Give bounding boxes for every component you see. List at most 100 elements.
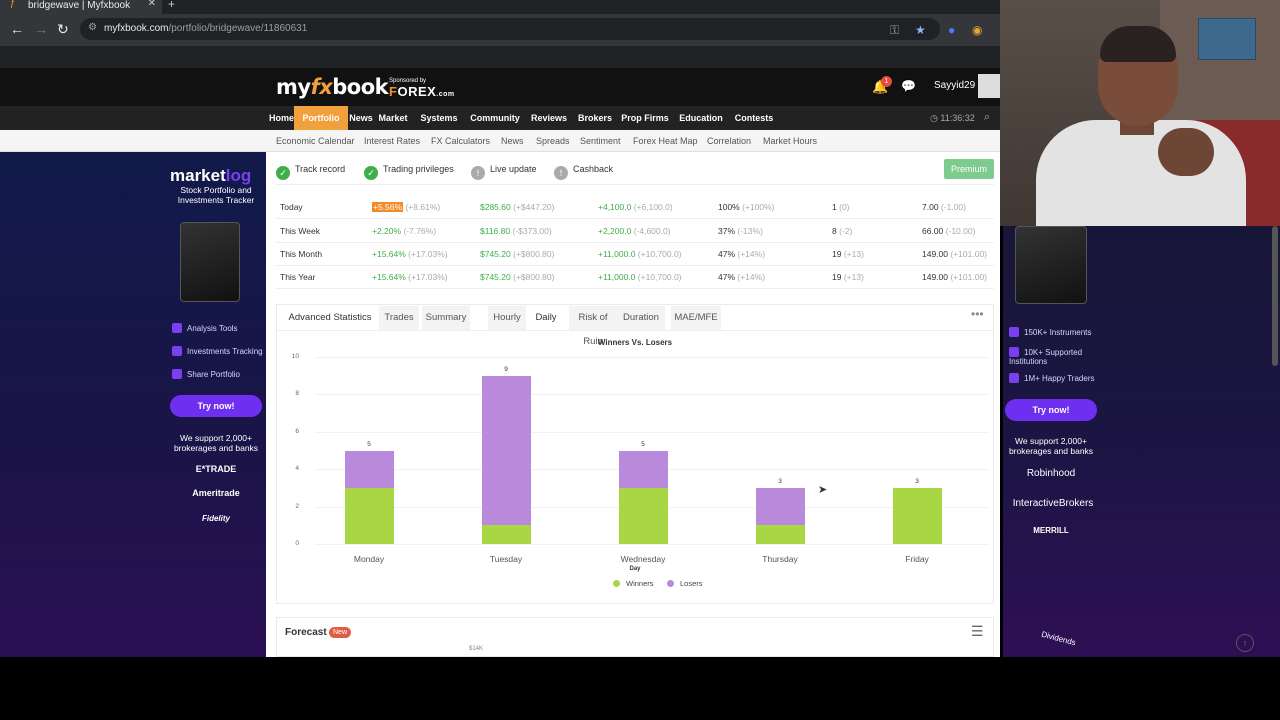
sponsor-logo[interactable]: Sponsored by FOREX.com xyxy=(389,78,455,99)
tab-hourly[interactable]: Hourly xyxy=(488,306,526,330)
bar-winners-monday[interactable] xyxy=(344,487,394,544)
scrollbar[interactable] xyxy=(1272,226,1278,366)
nav-item-market[interactable]: Market xyxy=(378,113,408,123)
legend-winners[interactable]: Winners xyxy=(613,579,654,588)
subnav-item-correlation[interactable]: Correlation xyxy=(707,136,752,146)
bar-losers-monday[interactable] xyxy=(344,450,394,488)
nav-item-education[interactable]: Education xyxy=(679,113,723,123)
premium-button[interactable]: Premium xyxy=(944,159,994,179)
bar-winners-wednesday[interactable] xyxy=(618,487,668,544)
bar-losers-thursday[interactable] xyxy=(755,487,805,526)
main-nav: Home Portfolio News Market Systems Community R… xyxy=(0,106,1000,130)
table-cell: +15.64% (+17.03%) xyxy=(372,272,448,282)
nav-item-prop-firms[interactable]: Prop Firms xyxy=(621,113,669,123)
y-tick-label: 10 xyxy=(291,353,299,360)
bar-losers-tuesday[interactable] xyxy=(481,375,531,526)
subnav-item-forex-heat-map[interactable]: Forex Heat Map xyxy=(633,136,698,146)
forecast-axis-label: $14K xyxy=(469,646,484,652)
y-tick-label: 8 xyxy=(295,390,299,398)
mouse-cursor-icon: ➤ xyxy=(818,484,828,496)
scroll-up-icon[interactable]: ↑ xyxy=(1236,634,1254,652)
bar-losers-wednesday[interactable] xyxy=(618,450,668,488)
table-cell: 149.00 (+101.00) xyxy=(922,249,987,259)
tab-title: bridgewave | Myfxbook xyxy=(28,0,131,11)
browser-tab[interactable]: ƒ bridgewave | Myfxbook ✕ xyxy=(0,0,162,14)
phone-mockup-image xyxy=(180,222,240,302)
table-cell: $745.20 (+$800.80) xyxy=(480,272,555,282)
address-bar[interactable]: ⚙ myfxbook.com/portfolio/bridgewave/1186… xyxy=(80,18,940,40)
subnav-item-economic-calendar[interactable]: Economic Calendar xyxy=(276,136,355,146)
marketlog-ad-right[interactable]: 150K+ Instruments 10K+ Supported Institu… xyxy=(1003,226,1280,657)
url-host: myfxbook.com xyxy=(104,23,169,34)
username[interactable]: Sayyid29 xyxy=(934,80,976,91)
data-label: 3 xyxy=(778,477,782,485)
more-options-icon[interactable]: ••• xyxy=(971,307,984,321)
share-icon xyxy=(172,369,182,379)
nav-item-contests[interactable]: Contests xyxy=(734,113,774,123)
bar-winners-thursday[interactable] xyxy=(755,525,805,544)
settings-sliders-icon[interactable]: ☰ xyxy=(971,623,984,639)
legend-losers[interactable]: Losers xyxy=(667,579,703,588)
nav-item-systems[interactable]: Systems xyxy=(420,113,458,123)
site-info-icon[interactable]: ⚙ xyxy=(88,22,97,33)
tab-risk-of-ruin[interactable]: Risk of Ruin xyxy=(569,306,617,347)
grid-line xyxy=(315,394,989,396)
x-tick-label: Thursday xyxy=(762,554,798,564)
chrome-icon[interactable]: ◉ xyxy=(972,23,983,37)
ad-feature: Share Portfolio xyxy=(172,369,240,379)
tab-mae-mfe[interactable]: MAE/MFE xyxy=(671,306,721,330)
table-cell: +4,100.0 (+6,100.0) xyxy=(598,202,673,212)
y-tick-label: 0 xyxy=(295,540,299,547)
browser-toolbar: ← → ↻ ⚙ myfxbook.com/portfolio/bridgewav… xyxy=(0,14,1000,46)
marketlog-ad[interactable]: marketlog Stock Portfolio and Investment… xyxy=(0,152,266,657)
bar-winners-tuesday[interactable] xyxy=(481,525,531,544)
trading-privileges-status: ✓ Trading privileges xyxy=(364,161,454,180)
interactive-brokers-logo: InteractiveBrokers xyxy=(1012,498,1094,509)
cashback-status[interactable]: ! Cashback xyxy=(554,161,613,180)
extension-icon[interactable]: ● xyxy=(948,23,956,37)
webcam-overlay xyxy=(1000,0,1280,226)
myfxbook-logo[interactable]: myfxbook xyxy=(276,75,389,99)
nav-item-brokers[interactable]: Brokers xyxy=(577,113,613,123)
grid-line xyxy=(315,357,989,358)
period-stats-table: Today +5.56% (+8.61%) $285.60 (+$447.20) +4… xyxy=(276,184,994,290)
password-key-icon[interactable]: ⚿ xyxy=(890,23,900,37)
new-tab-icon[interactable]: + xyxy=(168,0,176,11)
bookmark-star-icon[interactable]: ★ xyxy=(915,23,926,37)
bar-winners-friday[interactable] xyxy=(892,487,942,544)
avatar[interactable] xyxy=(978,74,1000,98)
table-cell: +15.64% (+17.03%) xyxy=(372,249,448,259)
search-icon[interactable]: ⌕ xyxy=(984,111,991,123)
tab-summary[interactable]: Summary xyxy=(422,306,470,330)
ad-support-text: We support 2,000+ brokerages and banks xyxy=(173,433,259,453)
subnav-item-spreads[interactable]: Spreads xyxy=(536,136,570,146)
track-record-status: ✓ Track record xyxy=(276,161,345,180)
close-tab-icon[interactable]: ✕ xyxy=(147,0,156,9)
tab-duration[interactable]: Duration xyxy=(617,306,665,330)
nav-item-reviews[interactable]: Reviews xyxy=(530,113,568,123)
try-now-button[interactable]: Try now! xyxy=(170,395,262,417)
nav-item-home[interactable]: Home xyxy=(269,113,295,123)
table-cell: 100% (+100%) xyxy=(718,202,775,212)
nav-item-portfolio[interactable]: Portfolio xyxy=(294,106,348,130)
tab-trades[interactable]: Trades xyxy=(379,306,419,330)
fidelity-logo: Fidelity xyxy=(201,514,230,523)
ad-feature: 150K+ Instruments xyxy=(1009,327,1091,337)
table-cell: 19 (+13) xyxy=(832,272,864,282)
subnav-item-interest-rates[interactable]: Interest Rates xyxy=(364,136,421,146)
forward-icon[interactable]: → xyxy=(34,21,48,37)
subnav-item-market-hours[interactable]: Market Hours xyxy=(763,136,818,146)
chat-icon[interactable]: 💬 xyxy=(901,79,916,93)
subnav-item-sentiment[interactable]: Sentiment xyxy=(580,136,621,146)
subnav-item-fx-calculators[interactable]: FX Calculators xyxy=(431,136,491,146)
poster-image xyxy=(1198,18,1256,60)
tab-daily[interactable]: Daily xyxy=(529,306,563,330)
advanced-statistics-title: Advanced Statistics xyxy=(288,312,372,323)
try-now-button[interactable]: Try now! xyxy=(1005,399,1097,421)
nav-item-news[interactable]: News xyxy=(349,113,373,123)
reload-icon[interactable]: ↻ xyxy=(57,21,69,37)
subnav-item-news[interactable]: News xyxy=(501,136,524,146)
nav-item-community[interactable]: Community xyxy=(470,113,520,123)
back-icon[interactable]: ← xyxy=(10,21,24,37)
